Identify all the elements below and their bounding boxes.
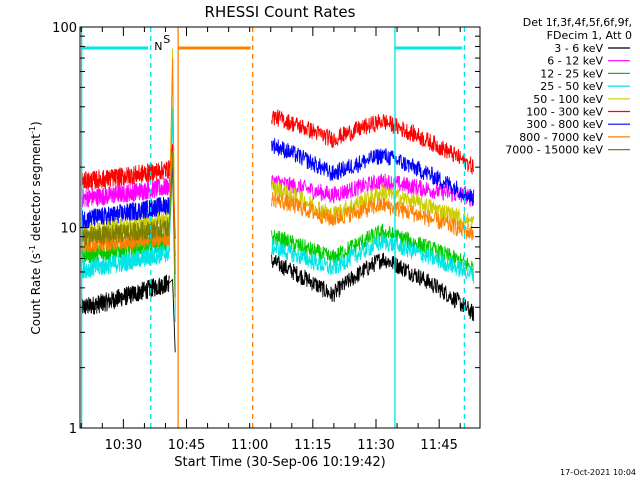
x-tick-label-1130: 11:30 — [357, 438, 394, 453]
legend-label-7000-15000: 7000 - 15000 keV — [505, 144, 603, 157]
timestamp: 17-Oct-2021 10:04 — [560, 468, 636, 477]
legend-label-25-50: 25 - 50 keV — [540, 80, 603, 93]
series-3-6-pre — [80, 274, 170, 315]
chart-title: RHESSI Count Rates — [205, 3, 356, 21]
x-tick-label-1030: 10:30 — [105, 438, 142, 453]
annotation-S: S — [163, 33, 170, 46]
series-layer — [80, 48, 475, 353]
y-axis-label-mid: detector segment — [29, 134, 43, 245]
legend-label-800-7000: 800 - 7000 keV — [519, 131, 603, 144]
series-100-300-post — [271, 109, 475, 175]
series-3-6-spike — [168, 278, 176, 353]
y-axis-label-end: ) — [29, 121, 43, 126]
legend-label-100-300: 100 - 300 keV — [526, 106, 603, 119]
series-300-800-pre — [80, 196, 170, 229]
series-12-25-post — [271, 223, 475, 277]
y-tick-label-1: 1 — [69, 422, 77, 437]
legend-header-2: FDecim 1, Att 0 — [547, 29, 632, 42]
series-100-300-pre — [80, 160, 170, 191]
x-tick-label-1115: 11:15 — [294, 438, 331, 453]
legend-label-3-6: 3 - 6 keV — [554, 42, 603, 55]
x-tick-label-1145: 11:45 — [420, 438, 457, 453]
legend-header-1: Det 1f,3f,4f,5f,6f,9f, — [523, 16, 632, 29]
legend-label-12-25: 12 - 25 keV — [540, 67, 603, 80]
legend-label-300-800: 300 - 800 keV — [526, 118, 603, 131]
y-tick-label-100: 100 — [52, 21, 77, 36]
series-6-12-pre — [80, 176, 170, 208]
legend-label-6-12: 6 - 12 keV — [547, 55, 603, 68]
series-300-800-post — [271, 138, 475, 206]
y-axis-label-sup2: -1 — [28, 126, 37, 134]
series-3-6-post — [271, 252, 475, 322]
series-7000-15000-pre — [80, 218, 170, 247]
y-tick-label-10: 10 — [60, 222, 77, 237]
series-7000-15000-spike — [168, 151, 176, 298]
legend-label-50-100: 50 - 100 keV — [533, 93, 603, 106]
y-axis-label: Count Rate (s-1 detector segment-1) — [28, 121, 43, 334]
legend: Det 1f,3f,4f,5f,6f,9f, FDecim 1, Att 0 3… — [505, 16, 632, 157]
y-axis-label-sup1: -1 — [28, 245, 37, 253]
series-6-12-post — [271, 173, 475, 207]
series-25-50-pre — [80, 244, 170, 279]
x-tick-label-1100: 11:00 — [231, 438, 268, 453]
axes-layer: 1 10 100 10:30 10:45 11:00 11:15 11:30 11:45 — [52, 21, 481, 453]
series-800-7000-post — [271, 191, 474, 241]
annotation-N: N — [154, 40, 162, 53]
x-axis-label: Start Time (30-Sep-06 10:19:42) — [174, 455, 385, 470]
series-25-50-post — [271, 233, 475, 284]
y-axis-label-main: Count Rate (s — [29, 253, 43, 335]
x-tick-label-1045: 10:45 — [168, 438, 205, 453]
